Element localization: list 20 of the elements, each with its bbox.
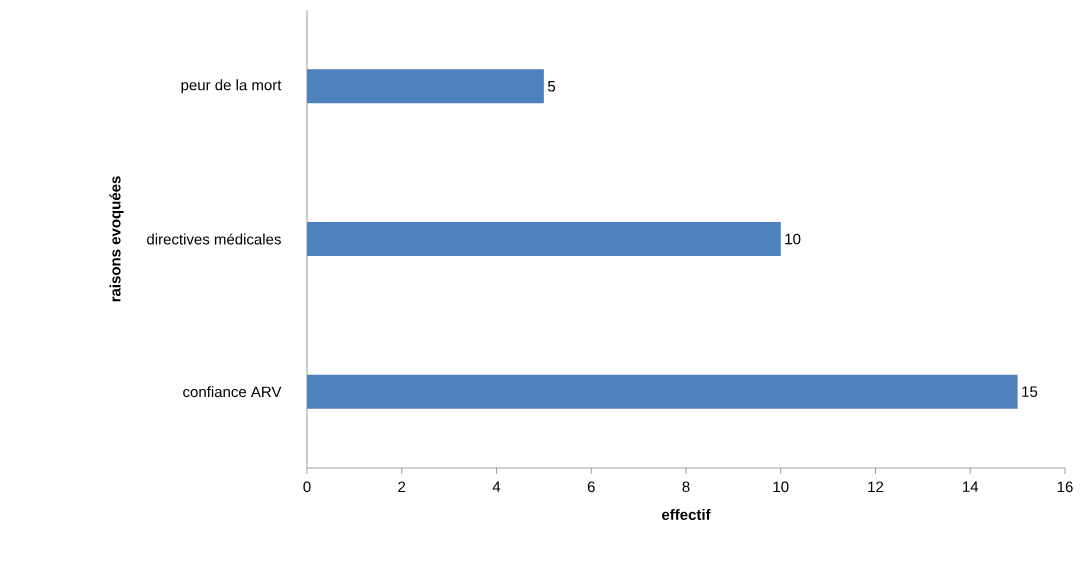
y-tick-label: peur de la mort: [181, 79, 282, 94]
bar: [307, 221, 781, 256]
data-label: 10: [785, 233, 801, 245]
bar: [307, 69, 544, 104]
x-axis-title: effectif: [661, 509, 711, 521]
y-tick-label: confiance ARV: [183, 386, 282, 398]
x-tick-label: 8: [682, 481, 690, 493]
y-axis-title: raisons evoquées: [109, 176, 124, 302]
data-label: 5: [548, 81, 556, 92]
y-tick-label: directives médicales: [147, 233, 281, 245]
x-tick-label: 16: [1057, 481, 1073, 493]
data-label: 15: [1022, 386, 1038, 397]
x-tick-label: 14: [963, 481, 979, 492]
x-tick-label: 2: [398, 481, 406, 492]
x-tick-label: 6: [587, 481, 595, 493]
bar: [307, 374, 1018, 409]
x-tick-label: 12: [868, 481, 884, 492]
x-tick-label: 4: [492, 481, 501, 492]
x-tick-label: 0: [303, 481, 311, 493]
x-tick-label: 10: [773, 481, 789, 493]
